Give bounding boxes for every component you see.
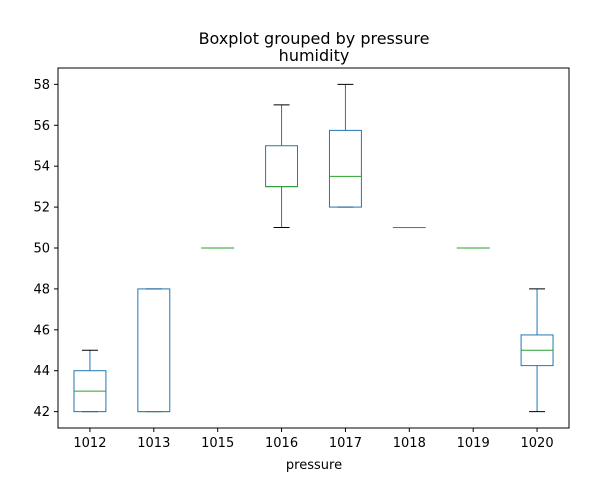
- plot-area: 42 44 46 48 50 52 54 56 58 1012 1013 1015 1016 1017 10…: [33, 67, 570, 451]
- x-tick-label-1012: 1012: [73, 436, 106, 451]
- y-tick-label-46: 46: [33, 323, 50, 338]
- box-1013: [137, 288, 171, 413]
- y-tick-label-48: 48: [33, 282, 50, 297]
- x-axis-label: pressure: [286, 458, 342, 473]
- y-tick-label-50: 50: [33, 242, 50, 257]
- x-tick-label-1013: 1013: [137, 436, 170, 451]
- box-1017: [328, 129, 362, 208]
- x-tick-label-1020: 1020: [521, 436, 554, 451]
- x-tick-label-1016: 1016: [265, 436, 298, 451]
- x-tick-label-1019: 1019: [457, 436, 490, 451]
- y-tick-label-54: 54: [33, 160, 50, 175]
- axes-frame: [57, 67, 570, 429]
- y-tick-label-44: 44: [33, 364, 50, 379]
- x-tick-label-1015: 1015: [201, 436, 234, 451]
- y-tick-label-42: 42: [33, 405, 50, 420]
- chart-title: humidity: [279, 46, 350, 65]
- y-tick-label-56: 56: [33, 119, 50, 134]
- x-tick-label-1018: 1018: [393, 436, 426, 451]
- y-tick-label-52: 52: [33, 201, 50, 216]
- chart-suptitle: Boxplot grouped by pressure: [199, 29, 430, 48]
- box-1016: [265, 145, 299, 188]
- x-tick-label-1017: 1017: [329, 436, 362, 451]
- y-tick-label-58: 58: [33, 78, 50, 93]
